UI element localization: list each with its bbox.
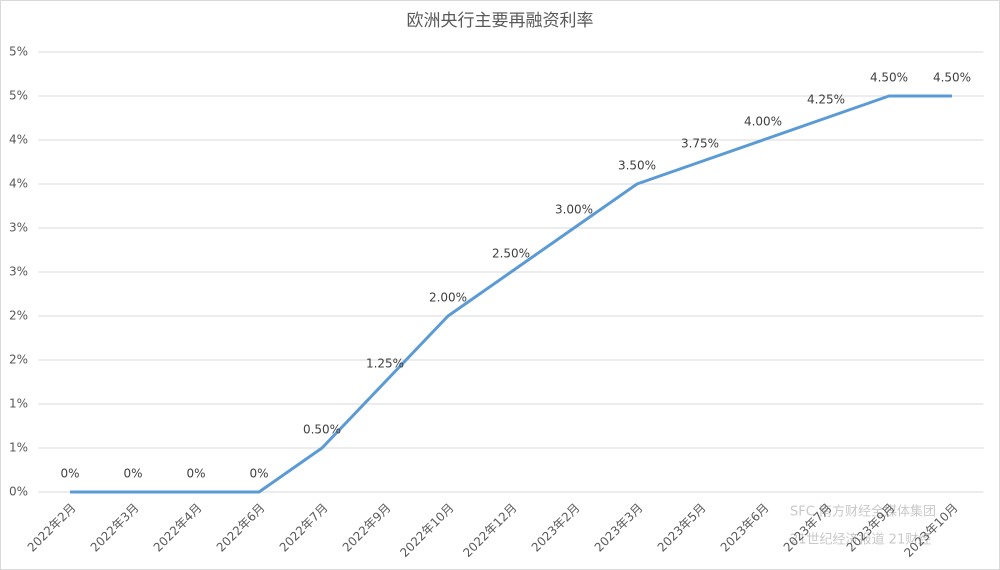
data-label: 3.75% bbox=[681, 137, 719, 151]
y-tick-label: 1% bbox=[9, 441, 28, 455]
data-label: 0% bbox=[186, 467, 205, 481]
y-tick-label: 2% bbox=[9, 353, 28, 367]
data-label: 3.00% bbox=[555, 203, 593, 217]
data-label: 3.50% bbox=[618, 159, 656, 173]
data-label: 0% bbox=[123, 467, 142, 481]
data-label: 1.25% bbox=[366, 357, 404, 371]
y-tick-label: 5% bbox=[9, 89, 28, 103]
watermark: SFC 南方财经全媒体集团 bbox=[790, 504, 936, 520]
data-label: 4.00% bbox=[744, 115, 782, 129]
y-tick-label: 2% bbox=[9, 309, 28, 323]
data-label: 2.50% bbox=[492, 247, 530, 261]
data-label: 4.25% bbox=[807, 93, 845, 107]
grid bbox=[38, 51, 984, 493]
y-tick-label: 3% bbox=[9, 221, 28, 235]
data-label: 4.50% bbox=[933, 71, 971, 85]
chart-title: 欧洲央行主要再融资利率 bbox=[407, 11, 594, 31]
data-label: 2.00% bbox=[429, 291, 467, 305]
y-tick-label: 1% bbox=[9, 397, 28, 411]
watermark: 21世纪经济报道 21财经 bbox=[790, 533, 931, 548]
y-tick-label: 4% bbox=[9, 177, 28, 191]
data-line bbox=[70, 94, 952, 494]
data-label: 0% bbox=[249, 467, 268, 481]
y-tick-label: 0% bbox=[9, 485, 28, 499]
data-label: 4.50% bbox=[870, 71, 908, 85]
y-tick-label: 5% bbox=[9, 45, 28, 59]
data-label: 0.50% bbox=[303, 423, 341, 437]
y-tick-label: 4% bbox=[9, 133, 28, 147]
y-tick-label: 3% bbox=[9, 265, 28, 279]
data-label: 0% bbox=[60, 467, 79, 481]
